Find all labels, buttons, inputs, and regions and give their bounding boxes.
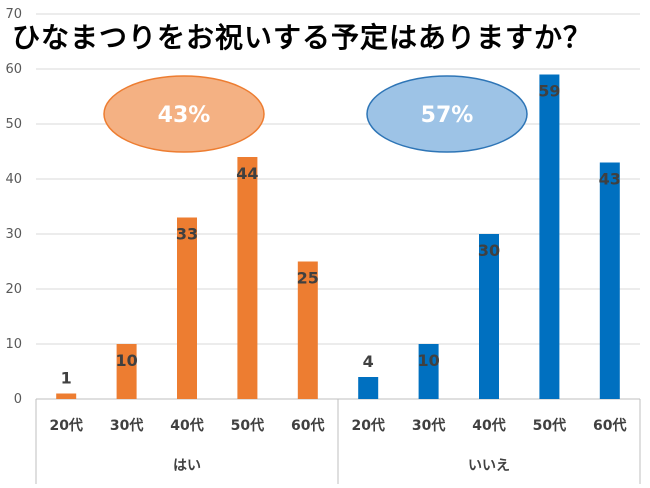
percent-label: 57% xyxy=(421,103,474,128)
data-label: 1 xyxy=(61,369,72,388)
data-label: 10 xyxy=(115,351,137,370)
percent-label: 43% xyxy=(158,103,211,128)
x-tick-label: 50代 xyxy=(231,417,264,434)
x-tick-label: 60代 xyxy=(291,417,324,434)
x-tick-label: 40代 xyxy=(472,417,505,434)
bar-no-2 xyxy=(479,234,499,399)
x-tick-label: 20代 xyxy=(351,417,384,434)
data-label: 30 xyxy=(478,241,500,260)
y-tick-label: 50 xyxy=(5,117,22,132)
y-tick-label: 10 xyxy=(5,337,22,352)
bar-no-4 xyxy=(599,162,620,399)
x-tick-label: 60代 xyxy=(593,417,626,434)
x-tick-label: 20代 xyxy=(49,417,82,434)
bar-yes-0 xyxy=(56,393,77,399)
bar-yes-2 xyxy=(177,217,197,399)
y-tick-label: 0 xyxy=(14,392,22,407)
y-tick-label: 70 xyxy=(5,7,22,22)
x-tick-label: 30代 xyxy=(110,417,143,434)
data-label: 44 xyxy=(236,164,258,183)
bar-yes-1 xyxy=(116,344,137,399)
bar-no-3 xyxy=(539,74,560,399)
group-label: はい xyxy=(173,458,201,474)
data-label: 25 xyxy=(297,269,319,288)
group-label: いいえ xyxy=(468,458,510,474)
data-label: 43 xyxy=(599,170,621,189)
data-label: 33 xyxy=(176,225,198,244)
x-tick-label: 50代 xyxy=(533,417,566,434)
bar-yes-4 xyxy=(297,261,318,399)
y-tick-label: 40 xyxy=(5,172,22,187)
bar-no-0 xyxy=(358,377,379,399)
percent-ellipse xyxy=(366,75,528,153)
x-tick-label: 40代 xyxy=(170,417,203,434)
bar-yes-3 xyxy=(237,157,258,399)
data-label: 4 xyxy=(363,352,374,371)
y-tick-label: 20 xyxy=(5,282,22,297)
percent-ellipse xyxy=(103,75,265,153)
y-tick-label: 30 xyxy=(5,227,22,242)
bar-no-1 xyxy=(418,344,439,399)
data-label: 59 xyxy=(538,82,560,101)
x-tick-label: 30代 xyxy=(412,417,445,434)
data-label: 10 xyxy=(417,351,439,370)
chart-title: ひなまつりをお祝いする予定はありますか？ xyxy=(12,21,593,54)
y-tick-label: 60 xyxy=(5,62,22,77)
